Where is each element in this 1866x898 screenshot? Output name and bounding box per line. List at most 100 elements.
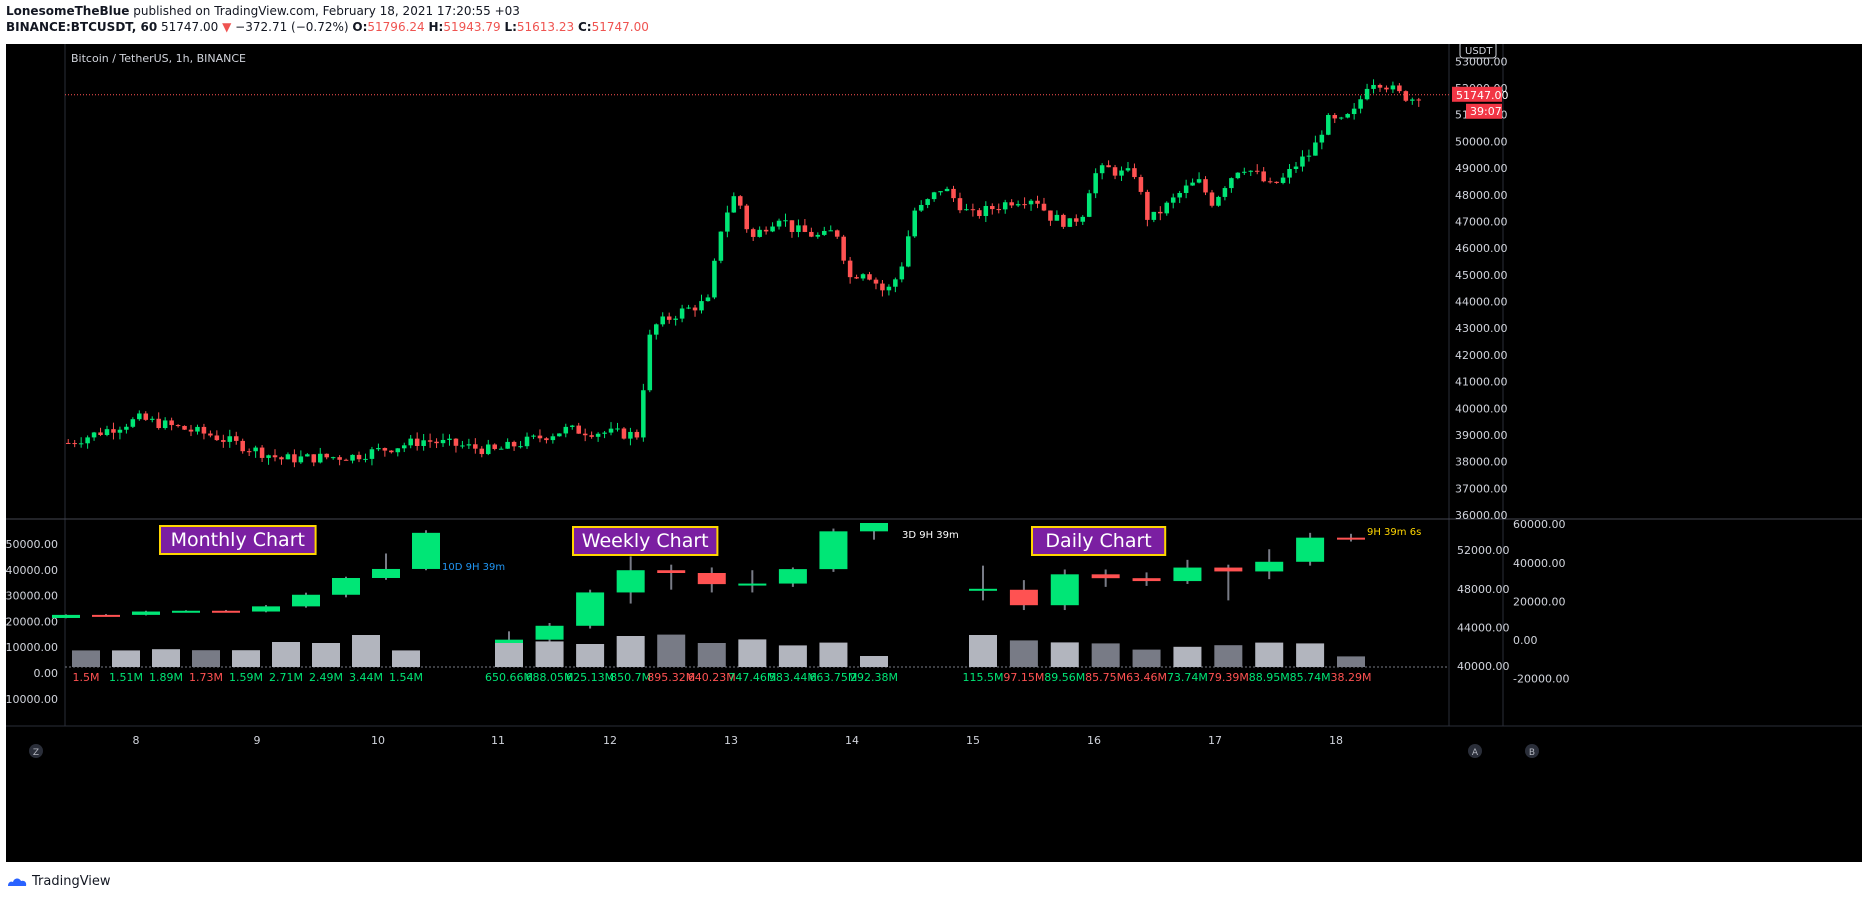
volume-value-label: 73.74M xyxy=(1167,671,1208,684)
price-candle-body xyxy=(996,209,1002,211)
b-button-text: B xyxy=(1529,748,1535,758)
close-label: C: xyxy=(577,20,592,34)
publish-info: published on TradingView.com, February 1… xyxy=(133,4,520,18)
price-candle-body xyxy=(1313,142,1318,156)
price-candle-body xyxy=(162,420,168,429)
section-title: Weekly Chart xyxy=(582,530,709,552)
volume-value-label: 1.51M xyxy=(109,671,143,684)
volume-bar xyxy=(576,644,605,667)
volume-value-label: 88.95M xyxy=(1249,671,1290,684)
price-candle-body xyxy=(964,209,969,211)
price-candle-body xyxy=(841,236,846,261)
section-candle-body xyxy=(1009,589,1038,606)
volume-bar xyxy=(1173,646,1202,667)
price-candle-body xyxy=(1261,171,1266,182)
section-remaining-time: 10D 9H 39m xyxy=(442,562,505,573)
author-name[interactable]: LonesomeTheBlue xyxy=(6,4,130,18)
current-price-tag: 51747.00 xyxy=(1452,86,1509,102)
price-candle-body xyxy=(1235,172,1241,179)
price-candle-body xyxy=(1384,87,1389,90)
last-price: 51747.00 xyxy=(161,20,219,34)
price-candle-body xyxy=(208,433,213,436)
volume-bar xyxy=(819,642,848,667)
price-candle-body xyxy=(1338,117,1344,119)
price-tick-label: 45000.00 xyxy=(1455,269,1508,282)
price-candle-body xyxy=(272,455,278,458)
price-candle-body xyxy=(311,454,317,463)
price-tick-label: 40000.00 xyxy=(1455,402,1508,415)
time-axis-label: 16 xyxy=(1087,734,1101,747)
lower-inner-tick-label: 52000.00 xyxy=(1457,544,1510,557)
section-title: Monthly Chart xyxy=(171,529,305,551)
price-candle-body xyxy=(1015,204,1021,206)
price-candle-body xyxy=(466,444,472,446)
section-candle-body xyxy=(738,583,767,586)
price-candle-body xyxy=(686,307,691,309)
tradingview-brand[interactable]: TradingView xyxy=(32,873,111,889)
price-candle-body xyxy=(809,231,814,237)
price-candle-body xyxy=(1112,167,1118,176)
lower-left-tick-label: -10000.00 xyxy=(6,693,58,706)
price-candle-body xyxy=(78,443,84,445)
price-candle-body xyxy=(498,448,504,450)
price-candle-body xyxy=(1416,99,1422,101)
close-value: 51747.00 xyxy=(591,20,649,34)
change-down-icon: ▼ xyxy=(222,20,232,34)
price-candle-body xyxy=(1319,134,1325,143)
trading-chart[interactable]: 53000.0052000.0051000.0050000.0049000.00… xyxy=(6,44,1862,862)
price-tick-label: 53000.00 xyxy=(1455,55,1508,68)
price-candle-body xyxy=(654,324,659,335)
volume-value-label: 2.49M xyxy=(309,671,343,684)
price-candle-body xyxy=(550,436,556,441)
lower-outer-tick-label: -20000.00 xyxy=(1513,673,1569,686)
price-candle-body xyxy=(750,229,756,237)
volume-bar xyxy=(232,650,260,667)
price-candle-body xyxy=(1009,202,1014,206)
price-candle-body xyxy=(85,437,90,444)
currency-badge: USDT xyxy=(1459,44,1497,59)
price-candle-body xyxy=(615,428,620,430)
volume-value-label: 640.23M xyxy=(688,671,736,684)
b-button-circle xyxy=(1525,744,1539,758)
symbol-label: BINANCE:BTCUSDT, 60 xyxy=(6,20,158,34)
price-candle-body xyxy=(427,440,433,442)
price-candle-body xyxy=(1190,182,1195,186)
price-candle-body xyxy=(783,220,788,222)
open-value: 51796.24 xyxy=(367,20,425,34)
price-candle-body xyxy=(569,425,575,427)
price-candle-body xyxy=(330,457,336,459)
z-button-text: Z xyxy=(33,748,39,758)
section-candle-body xyxy=(535,625,564,640)
lower-left-tick-label: 10000.00 xyxy=(6,641,58,654)
section-candle-body xyxy=(616,570,645,593)
price-candle-body xyxy=(738,196,743,206)
b-button[interactable]: B xyxy=(1525,744,1539,758)
price-candle-body xyxy=(531,435,536,437)
price-candle-body xyxy=(505,441,510,449)
volume-bar xyxy=(1214,645,1243,667)
price-candle-body xyxy=(1119,170,1124,176)
lower-left-tick-label: 40000.00 xyxy=(6,564,58,577)
time-axis-label: 13 xyxy=(724,734,738,747)
price-candle-body xyxy=(401,445,407,449)
price-candle-body xyxy=(1196,179,1202,183)
price-candle-body xyxy=(815,234,821,237)
price-candle-body xyxy=(1086,193,1092,217)
price-candle-body xyxy=(1280,177,1286,183)
z-button[interactable]: Z xyxy=(29,744,43,758)
volume-value-label: 850.7M xyxy=(610,671,651,684)
volume-bar xyxy=(738,639,767,667)
a-button[interactable]: A xyxy=(1468,744,1482,758)
price-candle-body xyxy=(188,429,194,432)
volume-bar xyxy=(72,650,100,667)
volume-value-label: 97.15M xyxy=(1003,671,1044,684)
volume-bar xyxy=(778,645,807,667)
price-candle-body xyxy=(854,277,859,279)
price-candle-body xyxy=(789,220,795,232)
time-axis-label: 11 xyxy=(491,734,505,747)
chart-frame[interactable]: 53000.0052000.0051000.0050000.0049000.00… xyxy=(6,44,1862,862)
price-candle-body xyxy=(98,432,103,435)
price-candle-body xyxy=(1216,196,1221,206)
price-candle-body xyxy=(1022,204,1027,206)
price-candle-body xyxy=(867,274,872,280)
